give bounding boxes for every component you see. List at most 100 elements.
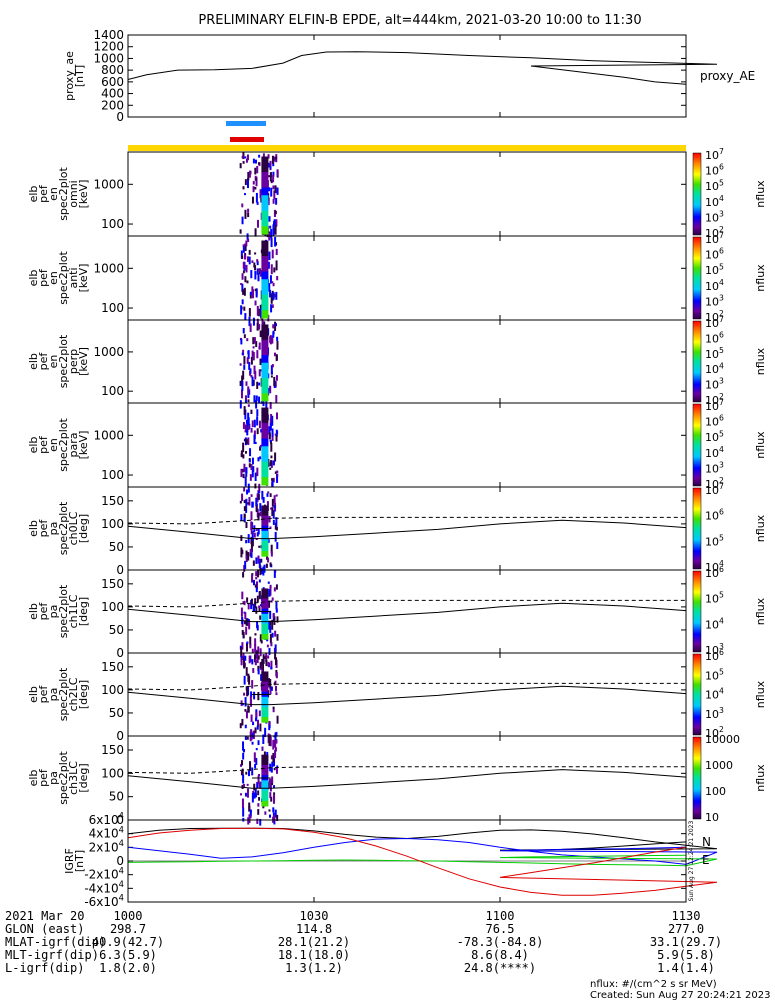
spectrogram-cell — [247, 417, 250, 428]
spectrogram-cell — [271, 632, 274, 638]
spectrogram-cell — [240, 250, 243, 259]
panel-frame — [127, 319, 687, 404]
spectrogram-cell — [241, 283, 244, 292]
spectrogram-cell — [266, 493, 269, 497]
spectrogram-cell — [269, 439, 272, 442]
spectrogram-cell — [261, 659, 264, 665]
spectrogram-core — [261, 172, 269, 181]
ytick-label: 100 — [101, 217, 124, 231]
table-cell: 5.9(5.8) — [657, 948, 715, 962]
spectrogram-cell — [255, 497, 258, 507]
spectrogram-cell — [270, 660, 273, 670]
anti-loss-cone-line — [127, 766, 686, 774]
ylabel-ch3LC: elb — [27, 770, 40, 787]
colorbar-tick: 107 — [705, 231, 724, 246]
spectrogram-cell — [243, 600, 246, 606]
spectrogram-cell — [266, 554, 269, 560]
ylabel-proxy_ae: [nT] — [73, 65, 86, 87]
colorbar-label: nflux — [754, 180, 767, 208]
spectrogram-cell — [274, 185, 277, 193]
colorbar-tick: 105 — [705, 346, 724, 361]
spectrogram-cell — [260, 558, 263, 563]
spectrogram-cell — [264, 727, 267, 738]
colorbar-tick: 103 — [705, 460, 724, 475]
spectrogram-cell — [268, 589, 271, 597]
spectrogram-cell — [269, 526, 272, 530]
spectrogram-cell — [273, 228, 276, 234]
spectrogram-cell — [251, 420, 254, 428]
colorbar-tick: 103 — [705, 642, 724, 657]
spectrogram-cell — [256, 719, 259, 727]
ylabel-ch2LC: elb — [27, 686, 40, 703]
spectrogram-cell — [270, 460, 273, 466]
spectrogram-cell — [276, 470, 279, 474]
spectrogram-cell — [245, 467, 248, 474]
colorbar-tick: 106 — [705, 163, 724, 178]
spectrogram-cell — [246, 783, 249, 786]
spectrogram-core — [261, 676, 269, 683]
panel-omni: elbpefenspec2plotomni[keV]10010001021031… — [27, 147, 767, 241]
panel-ch2LC: elbpefpaspec2plotch2LC[deg]0501001501021… — [27, 648, 767, 744]
spectrogram-cell — [267, 388, 270, 391]
spectrogram-core — [261, 706, 269, 713]
loss-cone-line — [127, 769, 687, 789]
spectrogram-cell — [245, 626, 248, 635]
colorbar-tick: 106 — [705, 414, 724, 429]
spectrogram-cell — [244, 451, 247, 454]
spectrogram-core — [261, 681, 269, 688]
spectrogram-cell — [243, 487, 246, 492]
spectrogram-cell — [274, 452, 277, 462]
spectrogram-cell — [239, 163, 242, 169]
table-cell: 76.5 — [486, 922, 515, 936]
spectrogram-cell — [275, 248, 278, 256]
ylabel-omni: omni — [67, 180, 80, 207]
spectrogram-cell — [245, 498, 248, 506]
spectrogram-cell — [275, 394, 278, 404]
spectrogram-cell — [255, 712, 258, 717]
spectrogram-cell — [275, 291, 278, 300]
spectrogram-cell — [244, 735, 247, 740]
spectrogram-cell — [267, 557, 270, 563]
igrf-bz-line — [127, 827, 718, 896]
spectrogram-cell — [241, 591, 244, 600]
spectrogram-cell — [272, 477, 275, 483]
spectrogram-cell — [257, 668, 260, 675]
colorbar-tick: 104 — [705, 616, 724, 631]
spectrogram-cell — [275, 429, 278, 437]
colorbar-tick: 103 — [705, 209, 724, 224]
spectrogram-cell — [245, 539, 248, 544]
ytick-label: 100 — [101, 766, 124, 780]
red-bar — [230, 137, 264, 142]
ytick-label: 1000 — [93, 261, 124, 275]
colorbar-tick: 102 — [705, 725, 724, 740]
ylabel-ch0LC: pef — [37, 519, 50, 538]
spectrogram-cell — [272, 752, 275, 763]
igrf-by-line — [127, 854, 718, 867]
spectrogram-cell — [272, 613, 275, 618]
spectrogram-cell — [245, 521, 248, 529]
spectrogram-cell — [249, 474, 252, 481]
spectrogram-cell — [274, 747, 277, 752]
spectrogram-cell — [252, 721, 255, 726]
spectrogram-cell — [276, 412, 279, 420]
spectrogram-cell — [275, 601, 278, 610]
spectrogram-cell — [241, 255, 244, 260]
spectrogram-cell — [275, 494, 278, 497]
spectrogram-core — [261, 226, 269, 235]
spectrogram-cell — [267, 661, 270, 667]
spectrogram-cell — [269, 620, 272, 626]
spectrogram-core — [261, 164, 269, 173]
ylabel-perp: spec2plot — [57, 334, 70, 388]
spectrogram-cell — [251, 573, 254, 576]
spectrogram-cell — [257, 646, 260, 653]
ylabel-anti: en — [47, 271, 60, 285]
spectrogram-core — [261, 770, 269, 776]
spectrogram-cell — [254, 654, 257, 663]
spectrogram-cell — [255, 571, 258, 577]
spectrogram-cell — [245, 555, 248, 562]
spectrogram-cell — [250, 691, 253, 698]
ylabel-proxy_ae: proxy_ae — [63, 51, 76, 101]
spectrogram-core — [261, 279, 269, 288]
spectrogram-cell — [273, 156, 276, 162]
ylabel-ch2LC: pef — [37, 685, 50, 704]
